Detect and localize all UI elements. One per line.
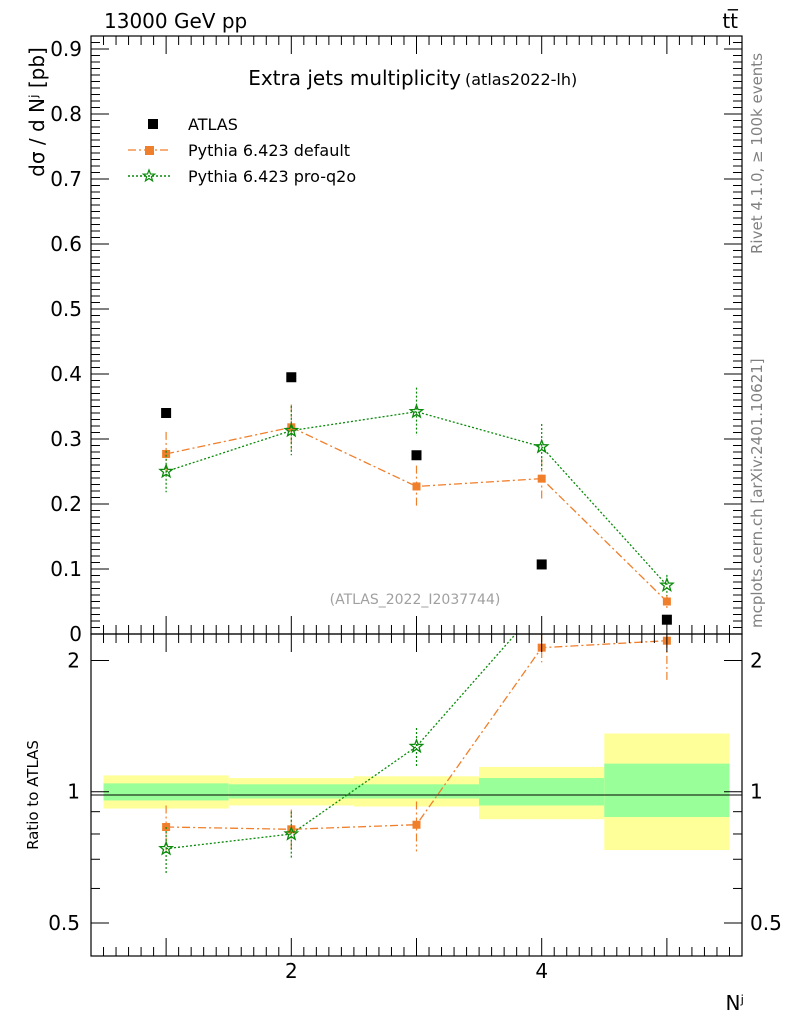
main-y-tick-label: 0.2 xyxy=(50,492,82,516)
main-point-pythia-6-423-default xyxy=(412,482,421,491)
main-point-atlas xyxy=(161,408,172,418)
ratio-y-tick-label: 2 xyxy=(67,648,80,672)
main-point-atlas xyxy=(286,372,297,383)
main-y-tick-label: 0.5 xyxy=(50,297,82,321)
chart-title-suffix: (atlas2022-lh) xyxy=(465,70,577,89)
ratio-point-pythia-6-423-pro-q2o xyxy=(408,738,425,754)
ratio-y-tick-label: 1 xyxy=(67,780,80,804)
process-label: tt̅ xyxy=(722,8,739,33)
ratio-point-pythia-6-423-pro-q2o xyxy=(283,825,300,841)
ratio-point-pythia-6-423-default xyxy=(412,820,421,829)
main-point-pythia-6-423-pro-q2o xyxy=(533,438,550,454)
main-point-pythia-6-423-pro-q2o xyxy=(408,403,425,419)
ratio-y-tick-label-right: 1 xyxy=(750,780,763,804)
main-y-tick-label: 0.7 xyxy=(50,167,82,191)
main-y-tick-label: 0.1 xyxy=(50,557,82,581)
main-point-pythia-6-423-default xyxy=(162,449,171,458)
mcplots-credit-label: mcplots.cern.ch [arXiv:2401.10621] xyxy=(748,358,766,628)
ratio-line-pythia-6-423-default xyxy=(166,640,667,830)
main-y-tick-label: 0.8 xyxy=(50,102,82,126)
main-y-axis-label: dσ / d Nʲ [pb] xyxy=(25,47,49,177)
x-tick-label: 4 xyxy=(535,959,548,983)
legend: ATLAS Pythia 6.423 default Pythia 6.423 … xyxy=(128,115,356,186)
main-point-pythia-6-423-default xyxy=(537,474,546,483)
ratio-band-inner xyxy=(479,778,605,806)
ratio-y-tick-label-right: 2 xyxy=(750,648,763,672)
ratio-uncertainty-bands xyxy=(103,733,730,851)
legend-proq2o-label: Pythia 6.423 pro-q2o xyxy=(188,167,356,186)
legend-default-label: Pythia 6.423 default xyxy=(188,141,350,160)
main-y-tick-label: 0.4 xyxy=(50,362,82,386)
main-panel-series xyxy=(158,372,675,625)
ratio-panel-series xyxy=(158,553,673,874)
main-y-tick-label: 0.3 xyxy=(50,427,82,451)
main-point-pythia-6-423-default xyxy=(662,597,671,606)
ratio-band-inner xyxy=(604,763,730,818)
beam-label: 13000 GeV pp xyxy=(104,9,247,33)
ratio-point-pythia-6-423-pro-q2o xyxy=(661,553,673,565)
main-y-tick-label: 0.6 xyxy=(50,232,82,256)
ratio-y-axis-label: Ratio to ATLAS xyxy=(24,740,42,850)
rivet-version-label: Rivet 4.1.0, ≥ 100k events xyxy=(748,53,766,254)
main-point-atlas xyxy=(411,450,422,461)
main-line-pythia-6-423-default xyxy=(165,426,668,602)
ratio-band-inner xyxy=(353,784,480,799)
main-point-atlas xyxy=(536,559,547,570)
analysis-watermark: (ATLAS_2022_I2037744) xyxy=(330,592,501,608)
legend-default-marker xyxy=(145,146,154,155)
ratio-y-tick-label: 0.5 xyxy=(48,911,80,935)
ratio-line-pythia-6-423-pro-q2o xyxy=(166,634,517,850)
legend-atlas-marker xyxy=(148,119,158,129)
main-point-pythia-6-423-pro-q2o xyxy=(283,422,300,438)
chart-title: Extra jets multiplicity xyxy=(248,66,461,90)
ratio-band-inner xyxy=(228,784,354,799)
x-axis-label: Nʲ xyxy=(726,991,744,1015)
axis-ticks: 0.10.20.30.40.50.60.70.80.902 40.5 0.51 12 2 xyxy=(48,35,782,983)
main-y-tick-label: 0.9 xyxy=(50,37,82,61)
legend-atlas-label: ATLAS xyxy=(188,115,238,134)
main-point-pythia-6-423-pro-q2o xyxy=(158,463,175,479)
ratio-point-pythia-6-423-pro-q2o xyxy=(536,598,548,610)
main-y-tick-label: 0 xyxy=(69,622,82,646)
ratio-band-inner xyxy=(103,783,229,801)
ratio-point-pythia-6-423-pro-q2o xyxy=(158,840,175,856)
legend-proq2o-marker xyxy=(141,168,157,183)
x-tick-label: 2 xyxy=(285,959,298,983)
main-point-pythia-6-423-pro-q2o xyxy=(658,576,675,593)
ratio-y-tick-label-right: 0.5 xyxy=(750,911,782,935)
